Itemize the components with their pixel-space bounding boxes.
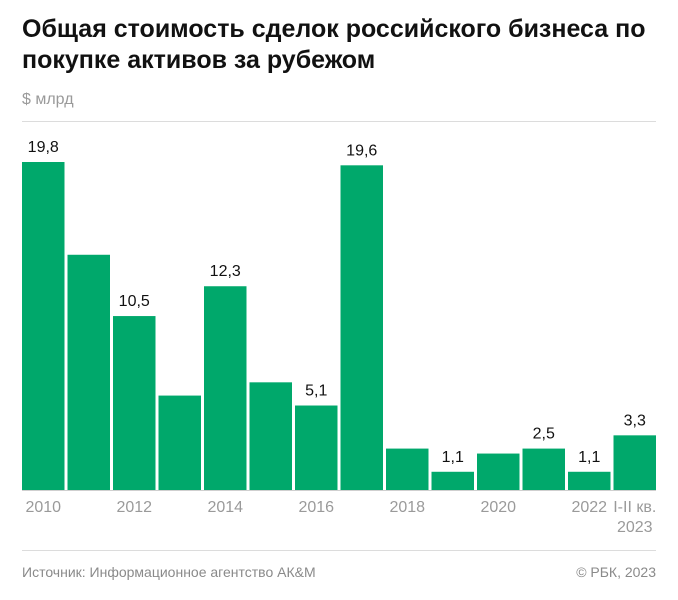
x-tick-label: 2012 (116, 499, 152, 516)
data-label: 3,3 (624, 412, 646, 429)
chart-title: Общая стоимость сделок российского бизне… (22, 15, 646, 74)
bar-2018 (386, 448, 429, 490)
x-tick-label: 2016 (298, 499, 334, 516)
bar-2021 (522, 448, 565, 490)
data-label: 5,1 (305, 383, 327, 400)
source-text: Источник: Информационное агентство АК&М (22, 564, 316, 580)
data-label: 19,8 (28, 139, 59, 156)
data-label: 19,6 (346, 142, 377, 159)
bar-I-II кв. 2023 (613, 435, 656, 490)
data-label: 10,5 (119, 293, 150, 310)
top-divider (22, 121, 656, 122)
x-tick-label: I-II кв. (613, 499, 656, 516)
x-tick-label: 2020 (480, 499, 516, 516)
bar-2019 (431, 471, 474, 490)
bottom-divider (22, 550, 656, 551)
bar-2010 (22, 162, 65, 490)
x-tick-label: 2010 (25, 499, 61, 516)
copyright-text: © РБК, 2023 (576, 564, 656, 580)
x-tick-label: 2014 (207, 499, 243, 516)
bar-2020 (477, 453, 520, 490)
bar-2015 (249, 382, 292, 490)
unit-label: $ млрд (22, 91, 74, 108)
x-tick-label: 2018 (389, 499, 425, 516)
bar-2012 (113, 316, 156, 490)
bar-2011 (67, 254, 110, 490)
bar-2016 (295, 405, 338, 490)
data-label: 2,5 (533, 426, 555, 443)
bar-2013 (158, 395, 201, 490)
data-label: 1,1 (578, 449, 600, 466)
data-label: 12,3 (210, 263, 241, 280)
data-label: 1,1 (442, 449, 464, 466)
bar-2017 (340, 165, 383, 491)
x-tick-label: 2023 (617, 519, 653, 536)
bar-2014 (204, 286, 247, 490)
bar-2022 (568, 471, 611, 490)
x-tick-label: 2022 (571, 499, 607, 516)
